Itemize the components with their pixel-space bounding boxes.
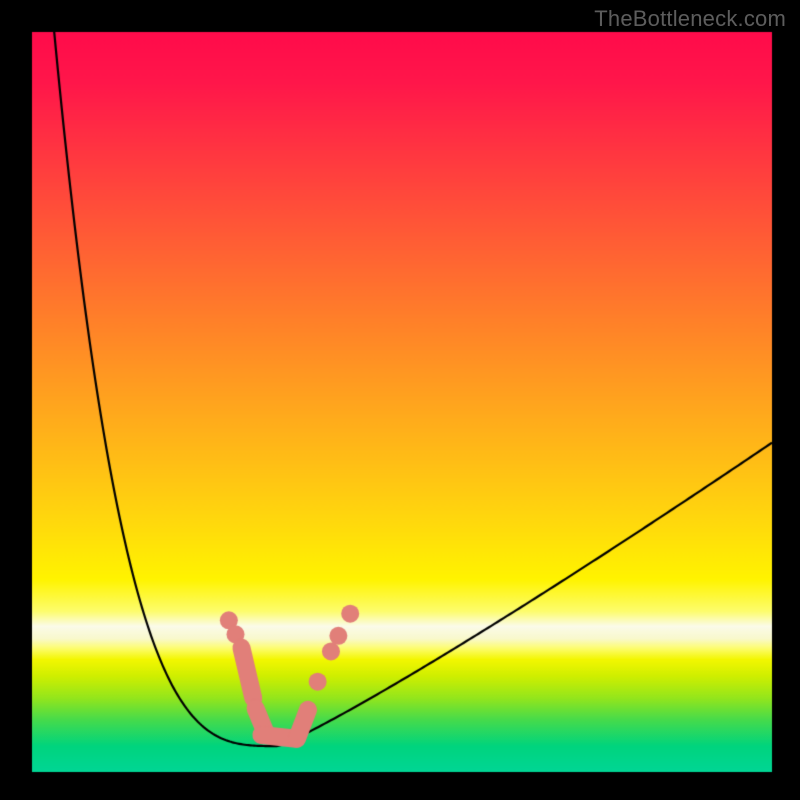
heatmap-curve-chart [0, 0, 800, 800]
watermark-text: TheBottleneck.com [594, 6, 786, 32]
